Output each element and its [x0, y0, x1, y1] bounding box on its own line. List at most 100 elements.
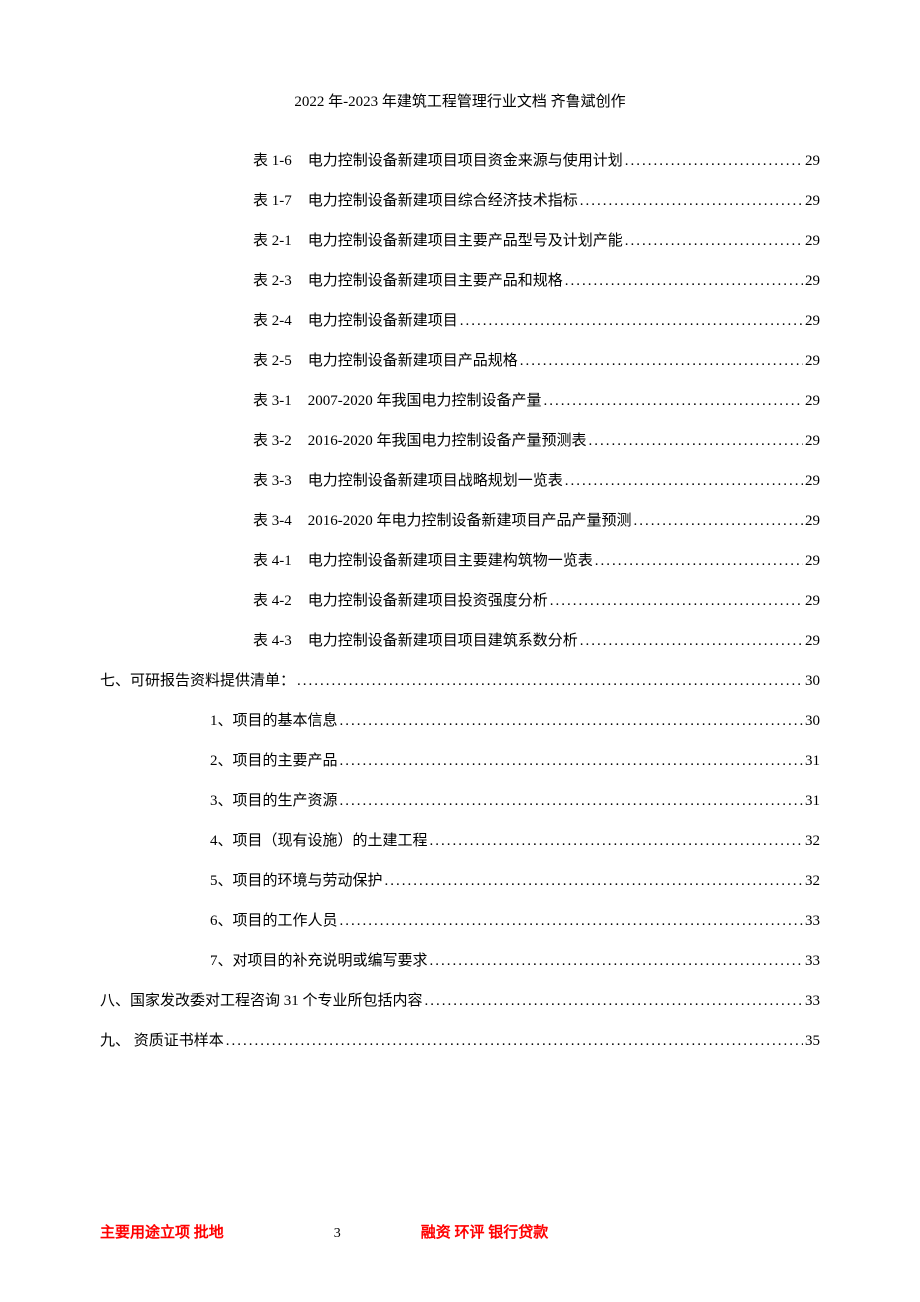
toc-page-number: 29	[805, 269, 820, 293]
toc-page-number: 33	[805, 989, 820, 1013]
toc-dots: ........................................…	[634, 509, 804, 533]
toc-entry: 表 4-1 电力控制设备新建项目主要建构筑物一览表................…	[175, 549, 820, 573]
toc-title: 1、项目的基本信息	[210, 709, 338, 733]
toc-title: 电力控制设备新建项目主要产品型号及计划产能	[308, 229, 623, 253]
document-page: 2022 年-2023 年建筑工程管理行业文档 齐鲁斌创作 表 1-6电力控制设…	[0, 0, 920, 1302]
toc-title: 电力控制设备新建项目投资强度分析	[308, 589, 548, 613]
toc-dots: ........................................…	[460, 309, 803, 333]
toc-entry: 八、国家发改委对工程咨询 31 个专业所包括内容 ...............…	[100, 989, 820, 1013]
toc-entry: 表 4-2 电力控制设备新建项目投资强度分析...................…	[175, 589, 820, 613]
toc-label: 表 3-3	[253, 469, 292, 493]
toc-dots: ........................................…	[589, 429, 804, 453]
toc-entry: 表 2-3 电力控制设备新建项目主要产品和规格..................…	[175, 269, 820, 293]
toc-page-number: 33	[805, 909, 820, 933]
toc-dots: ........................................…	[340, 709, 803, 733]
toc-dots: ........................................…	[430, 829, 803, 853]
toc-entry: 表 3-12007-2020 年我国电力控制设备产量 .............…	[175, 389, 820, 413]
toc-entry: 5、项目的环境与劳动保护 ...........................…	[175, 869, 820, 893]
toc-title: 7、对项目的补充说明或编写要求	[210, 949, 428, 973]
toc-dots: ........................................…	[520, 349, 803, 373]
toc-title: 电力控制设备新建项目项目资金来源与使用计划	[308, 149, 623, 173]
toc-page-number: 32	[805, 869, 820, 893]
footer-right-text: 融资 环评 银行贷款	[421, 1221, 549, 1242]
toc-page-number: 29	[805, 349, 820, 373]
toc-title: 八、国家发改委对工程咨询 31 个专业所包括内容	[100, 989, 423, 1013]
toc-entry: 七、可研报告资料提供清单：...........................…	[100, 669, 820, 693]
toc-dots: ........................................…	[340, 749, 803, 773]
toc-label: 表 2-5	[253, 349, 292, 373]
toc-dots: ........................................…	[430, 949, 803, 973]
toc-title: 2、项目的主要产品	[210, 749, 338, 773]
toc-label: 表 1-6	[253, 149, 292, 173]
toc-page-number: 29	[805, 629, 820, 653]
toc-label: 表 4-3	[253, 629, 292, 653]
toc-page-number: 31	[805, 749, 820, 773]
toc-entry: 3、项目的生产资源 ..............................…	[175, 789, 820, 813]
toc-dots: ........................................…	[550, 589, 803, 613]
toc-entry: 表 2-4 电力控制设备新建项目.........................…	[175, 309, 820, 333]
toc-dots: ........................................…	[565, 269, 803, 293]
toc-label: 表 4-2	[253, 589, 292, 613]
toc-title: 电力控制设备新建项目主要产品和规格	[308, 269, 563, 293]
toc-entry: 表 3-3 电力控制设备新建项目战略规划一览表..................…	[175, 469, 820, 493]
toc-page-number: 29	[805, 229, 820, 253]
toc-title: 2016-2020 年我国电力控制设备产量预测表	[308, 429, 587, 453]
toc-label: 表 3-2	[253, 429, 292, 453]
toc-page-number: 35	[805, 1029, 820, 1053]
toc-entry: 表 1-7电力控制设备新建项目综合经济技术指标.................…	[175, 189, 820, 213]
toc-label: 表 2-3	[253, 269, 292, 293]
page-footer: 主要用途立项 批地 3 融资 环评 银行贷款	[100, 1221, 820, 1242]
toc-entry: 1、项目的基本信息 ..............................…	[175, 709, 820, 733]
toc-dots: ........................................…	[565, 469, 803, 493]
toc-dots: ........................................…	[226, 1029, 803, 1053]
toc-dots: ........................................…	[425, 989, 803, 1013]
toc-label: 表 1-7	[253, 189, 292, 213]
toc-entry: 7、对项目的补充说明或编写要求 ........................…	[175, 949, 820, 973]
toc-label: 表 3-1	[253, 389, 292, 413]
toc-page-number: 29	[805, 149, 820, 173]
toc-page-number: 33	[805, 949, 820, 973]
toc-dots: ........................................…	[580, 629, 803, 653]
toc-title: 2007-2020 年我国电力控制设备产量	[308, 389, 542, 413]
toc-page-number: 29	[805, 189, 820, 213]
toc-entry: 4、项目（现有设施）的土建工程 ........................…	[175, 829, 820, 853]
toc-title: 电力控制设备新建项目主要建构筑物一览表	[308, 549, 593, 573]
toc-label: 表 2-4	[253, 309, 292, 333]
toc-dots: ........................................…	[595, 549, 803, 573]
toc-page-number: 30	[805, 709, 820, 733]
toc-title: 电力控制设备新建项目项目建筑系数分析	[308, 629, 578, 653]
toc-page-number: 30	[805, 669, 820, 693]
toc-dots: ........................................…	[340, 909, 803, 933]
toc-title: 九、 资质证书样本	[100, 1029, 224, 1053]
toc-dots: ........................................…	[625, 229, 803, 253]
toc-entry: 6、项目的工作人员 ..............................…	[175, 909, 820, 933]
toc-label: 表 4-1	[253, 549, 292, 573]
toc-title: 6、项目的工作人员	[210, 909, 338, 933]
table-of-contents: 表 1-6 电力控制设备新建项目项目资金来源与使用计划..............…	[100, 149, 820, 1053]
toc-label: 表 3-4	[253, 509, 292, 533]
toc-dots: ........................................…	[625, 149, 803, 173]
toc-title: 七、可研报告资料提供清单：	[100, 669, 295, 693]
toc-page-number: 31	[805, 789, 820, 813]
toc-title: 电力控制设备新建项目综合经济技术指标	[308, 189, 578, 213]
toc-dots: ........................................…	[297, 669, 803, 693]
toc-page-number: 29	[805, 429, 820, 453]
toc-dots: ........................................…	[340, 789, 803, 813]
footer-left-text: 主要用途立项 批地	[100, 1221, 224, 1242]
toc-page-number: 29	[805, 469, 820, 493]
toc-page-number: 29	[805, 549, 820, 573]
toc-page-number: 32	[805, 829, 820, 853]
footer-page-number: 3	[334, 1226, 341, 1242]
toc-label: 表 2-1	[253, 229, 292, 253]
toc-entry: 2、项目的主要产品 ..............................…	[175, 749, 820, 773]
toc-title: 电力控制设备新建项目战略规划一览表	[308, 469, 563, 493]
toc-page-number: 29	[805, 509, 820, 533]
toc-entry: 表 2-1 电力控制设备新建项目主要产品型号及计划产能..............…	[175, 229, 820, 253]
toc-entry: 表 2-5 电力控制设备新建项目产品规格.....................…	[175, 349, 820, 373]
toc-entry: 表 3-4 2016-2020 年电力控制设备新建项目产品产量预测 .......…	[175, 509, 820, 533]
toc-title: 电力控制设备新建项目产品规格	[308, 349, 518, 373]
toc-title: 2016-2020 年电力控制设备新建项目产品产量预测	[308, 509, 632, 533]
toc-page-number: 29	[805, 589, 820, 613]
toc-title: 电力控制设备新建项目	[308, 309, 458, 333]
toc-dots: ........................................…	[385, 869, 803, 893]
